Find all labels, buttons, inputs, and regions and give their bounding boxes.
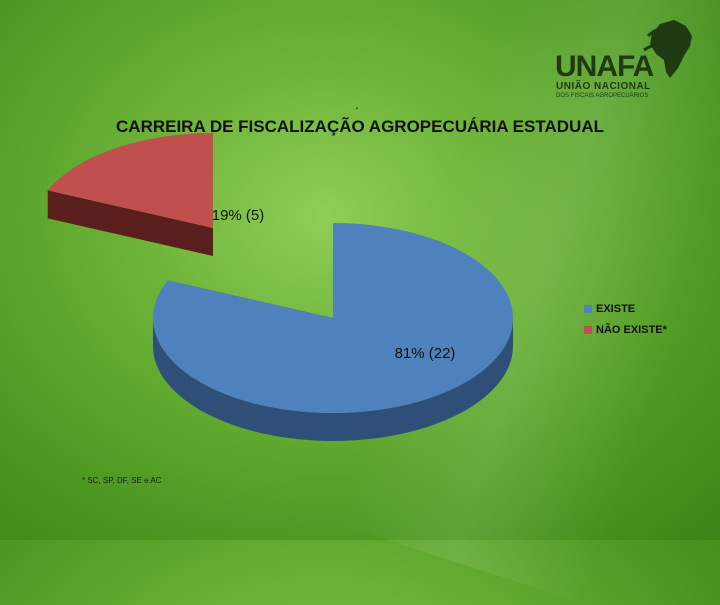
pie-chart: 81% (22) 19% (5) — [47, 133, 513, 441]
data-label: 19% (5) — [212, 207, 265, 224]
chart-title: CARREIRA DE FISCALIZAÇÃO AGROPECUÁRIA ES… — [116, 117, 604, 136]
legend-label: EXISTE — [596, 303, 636, 315]
pie-slice-nao-existe — [47, 133, 213, 256]
footnote: * SC, SP, DF, SE e AC — [82, 476, 162, 485]
legend-label: NÃO EXISTE* — [596, 324, 667, 336]
legend-item: NÃO EXISTE* — [584, 324, 667, 336]
dot-mark: . — [355, 96, 359, 112]
unafa-logo: UNAFA UNIÃO NACIONAL DOS FISCAIS AGROPEC… — [545, 12, 710, 102]
chart-legend: EXISTE NÃO EXISTE* — [584, 303, 667, 345]
pie-slice-top — [47, 133, 213, 228]
logo-subtitle: UNIÃO NACIONAL — [556, 81, 651, 92]
brazil-map-logo-icon — [643, 20, 692, 78]
pie-slice-side — [153, 318, 513, 441]
legend-item: EXISTE — [584, 303, 667, 315]
data-label: 81% (22) — [395, 345, 456, 362]
pie-slice-top — [153, 223, 513, 414]
logo-name: UNAFA — [555, 50, 654, 83]
legend-swatch — [584, 305, 592, 313]
pie-slice-existe — [153, 223, 513, 441]
pie-slice-edge — [47, 190, 213, 256]
legend-swatch — [584, 326, 592, 334]
logo-subtitle-small: DOS FISCAIS AGROPECUÁRIOS — [556, 93, 649, 99]
